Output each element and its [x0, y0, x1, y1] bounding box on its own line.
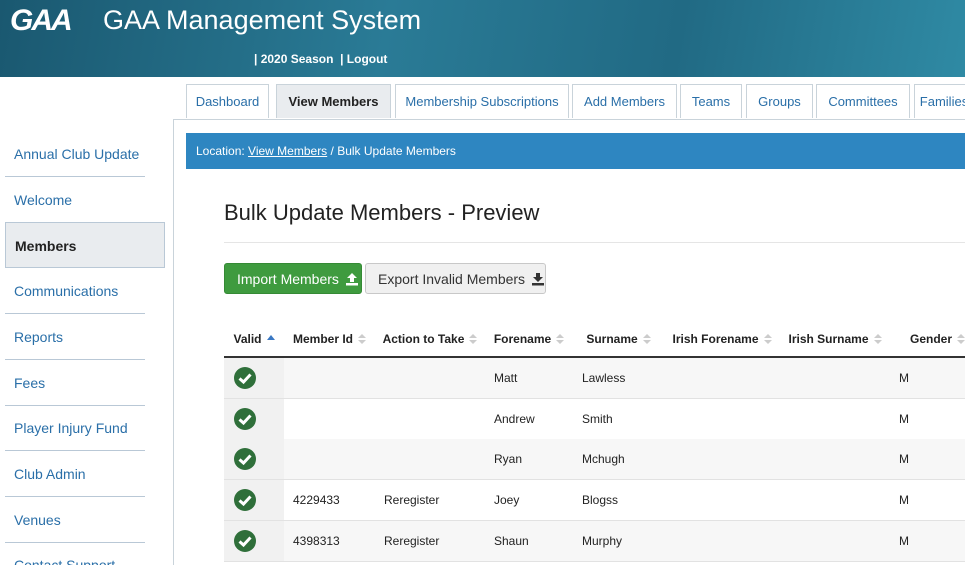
sidebar-link[interactable]: Club Admin	[5, 451, 145, 497]
table-cell: Ryan	[494, 452, 523, 467]
button-label: Export Invalid Members	[378, 271, 526, 287]
table-cell: Matt	[494, 371, 518, 385]
table-row	[224, 520, 965, 562]
main-panel	[173, 119, 965, 565]
sidebar-link[interactable]: Annual Club Update	[5, 131, 145, 177]
sidebar-link[interactable]: Fees	[5, 360, 145, 406]
nav-tab[interactable]: Groups	[746, 84, 813, 118]
table-cell: 4398313	[293, 533, 340, 548]
column-header[interactable]: Irish Forename	[664, 320, 780, 358]
logout-link[interactable]: Logout	[346, 52, 388, 66]
valid-icon	[233, 529, 257, 553]
column-header[interactable]: Forename	[485, 320, 573, 358]
season-link[interactable]: 2020 Season	[260, 52, 334, 66]
table-cell: Mchugh	[582, 452, 625, 467]
column-header[interactable]: Irish Surname	[780, 320, 890, 358]
table-cell: Andrew	[494, 411, 535, 426]
nav-tab[interactable]: Membership Subscriptions	[395, 84, 569, 118]
table-header-border	[224, 356, 965, 358]
table-row	[224, 439, 965, 481]
valid-icon	[233, 447, 257, 471]
column-title: Gender	[909, 332, 952, 346]
app-title: GAA Management System	[103, 5, 422, 35]
breadcrumb: Location: View Members / Bulk Update Mem…	[186, 133, 965, 169]
header-links: | 2020 Season | Logout	[254, 52, 388, 66]
column-header[interactable]: Valid	[224, 320, 284, 358]
column-header[interactable]: Member Id	[284, 320, 375, 358]
nav-tab[interactable]: Teams	[680, 84, 742, 118]
breadcrumb-current: / Bulk Update Members	[330, 144, 456, 158]
nav-tab[interactable]: Families	[914, 84, 965, 118]
export-button[interactable]: Export Invalid Members	[365, 263, 546, 294]
logo: GAA	[10, 4, 73, 37]
column-title: Surname	[586, 332, 638, 346]
table-cell: Murphy	[582, 533, 623, 548]
column-header[interactable]: Gender	[890, 320, 965, 358]
nav-tab[interactable]: Add Members	[572, 84, 677, 118]
sidebar-link[interactable]: Welcome	[5, 177, 145, 223]
column-title: Irish Surname	[788, 332, 869, 346]
button-label: Import Members	[237, 271, 339, 287]
column-title: Forename	[493, 332, 552, 346]
header-banner: GAA GAA Management System | 2020 Season …	[0, 0, 965, 77]
column-header[interactable]: Action to Take	[375, 320, 485, 358]
table-cell: M	[899, 411, 909, 426]
table-cell: M	[899, 452, 909, 467]
table-cell: Smith	[582, 411, 613, 426]
nav-tab[interactable]: Dashboard	[186, 84, 269, 118]
table-cell: M	[899, 493, 909, 508]
column-title: Valid	[233, 332, 262, 346]
divider	[224, 242, 965, 243]
sidebar-link[interactable]: Communications	[5, 268, 145, 315]
table-cell: Joey	[494, 493, 520, 508]
valid-icon	[233, 488, 257, 512]
sidebar-link[interactable]: Members	[5, 222, 165, 269]
table-cell: Shaun	[494, 533, 529, 548]
table-cell: M	[899, 533, 909, 548]
table-cell: 4229433	[293, 493, 340, 508]
import-button[interactable]: Import Members	[224, 263, 362, 294]
table-cell: Blogss	[582, 493, 619, 508]
sidebar-link[interactable]: Player Injury Fund	[5, 405, 145, 452]
valid-icon	[233, 407, 257, 431]
sidebar-link[interactable]: Contact Support	[5, 542, 145, 565]
column-title: Irish Forename	[672, 332, 759, 346]
nav-tab[interactable]: View Members	[276, 84, 391, 118]
table-cell: Lawless	[582, 371, 626, 385]
table-row	[224, 358, 965, 399]
table-cell: Reregister	[384, 493, 440, 508]
table-cell: M	[899, 371, 909, 385]
valid-icon	[233, 366, 257, 390]
sidebar-link[interactable]: Reports	[5, 314, 145, 360]
sidebar-link[interactable]: Venues	[5, 497, 145, 543]
column-header[interactable]: Surname	[573, 320, 664, 358]
page-heading: Bulk Update Members - Preview	[224, 200, 540, 225]
table-cell: Reregister	[384, 533, 440, 548]
nav-tab[interactable]: Committees	[816, 84, 910, 118]
column-title: Member Id	[292, 332, 353, 346]
table-row	[224, 480, 965, 522]
table-row	[224, 398, 965, 440]
breadcrumb-link[interactable]: View Members	[248, 144, 328, 158]
breadcrumb-prefix: Location:	[196, 144, 245, 158]
column-title: Action to Take	[382, 332, 465, 346]
